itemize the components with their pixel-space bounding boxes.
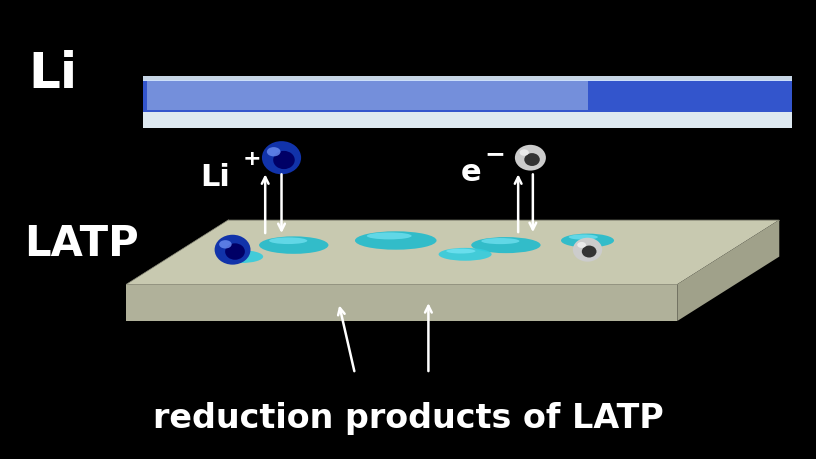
Text: reduction products of LATP: reduction products of LATP	[153, 401, 663, 434]
Ellipse shape	[267, 148, 281, 157]
Ellipse shape	[215, 235, 251, 265]
Ellipse shape	[481, 239, 520, 245]
Ellipse shape	[355, 232, 437, 250]
Polygon shape	[677, 220, 779, 321]
Ellipse shape	[219, 241, 232, 249]
Text: Li: Li	[200, 162, 230, 191]
Polygon shape	[143, 112, 792, 129]
Ellipse shape	[582, 246, 596, 258]
Ellipse shape	[525, 154, 540, 167]
Ellipse shape	[224, 252, 250, 256]
Polygon shape	[126, 285, 677, 321]
Ellipse shape	[225, 244, 245, 260]
Ellipse shape	[515, 146, 546, 171]
Ellipse shape	[262, 142, 301, 175]
Text: −: −	[484, 142, 505, 166]
Polygon shape	[143, 77, 792, 82]
Ellipse shape	[366, 233, 411, 240]
Ellipse shape	[561, 234, 614, 248]
Ellipse shape	[577, 242, 586, 248]
Ellipse shape	[446, 249, 476, 254]
Ellipse shape	[520, 150, 529, 157]
Polygon shape	[147, 82, 588, 111]
Text: +: +	[242, 148, 261, 168]
Polygon shape	[126, 220, 779, 285]
Text: Li: Li	[29, 50, 78, 97]
Ellipse shape	[472, 237, 540, 253]
Text: LATP: LATP	[24, 222, 140, 264]
Ellipse shape	[438, 248, 491, 261]
Ellipse shape	[219, 251, 263, 263]
Ellipse shape	[259, 237, 329, 254]
Ellipse shape	[573, 238, 602, 262]
Text: e: e	[461, 157, 481, 187]
Ellipse shape	[569, 235, 598, 240]
Ellipse shape	[269, 238, 308, 245]
Polygon shape	[143, 80, 792, 112]
Ellipse shape	[273, 151, 295, 170]
